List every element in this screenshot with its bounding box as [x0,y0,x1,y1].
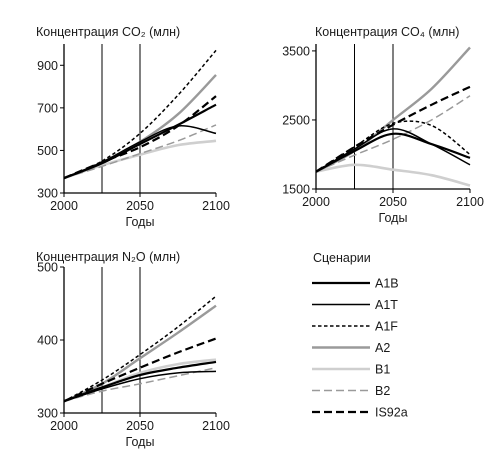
n2o-x-axis-label: Годы [126,435,155,449]
n2o-ytick-label: 300 [37,407,58,421]
ch4-panel: 1500 2500 3500 2000 2050 2100 Годы [282,44,484,225]
legend-label-a1t: A1T [375,298,398,312]
co2-panel: 300 500 700 900 2000 2050 2100 Годы [37,44,230,229]
n2o-series-a1b [63,360,217,403]
legend-label-a1b: A1B [375,277,399,291]
ch4-ytick-label: 3500 [282,44,310,58]
co2-ytick-label: 900 [37,59,58,73]
co2-xtick-label: 2000 [50,199,78,213]
ch4-ytick-label: 1500 [282,183,310,197]
ch4-series-a1t [315,128,471,173]
n2o-series-b2 [63,366,217,403]
legend-label-a2: A2 [375,341,390,355]
n2o-series-is92a [63,337,217,403]
ch4-series-a1f [315,120,471,173]
chart-panels: 300 500 700 900 2000 2050 2100 Годы 1500 2500 3500… [37,44,484,449]
ch4-series-b2 [315,95,471,173]
co2-xtick-label: 2050 [126,199,154,213]
n2o-ytick-label: 500 [37,261,58,275]
legend-label-b2: B2 [375,384,390,398]
n2o-xtick-label: 2100 [202,419,230,433]
co2-ytick-label: 500 [37,144,58,158]
n2o-xtick-label: 2000 [50,419,78,433]
ch4-ytick-label: 2500 [282,113,310,127]
ch4-xtick-label: 2050 [379,195,407,209]
n2o-panel: 300 400 500 2000 2050 2100 Годы [37,261,230,450]
ch4-series-a1b [315,132,471,173]
legend-label-a1f: A1F [375,320,398,334]
legend-label-is92a: IS92a [375,406,408,420]
ch4-series-b1 [315,163,471,187]
ch4-xtick-label: 2100 [456,195,484,209]
ch4-chart-title: Концентрация CO₄ (млн) [315,25,459,39]
co2-x-axis-label: Годы [126,215,155,229]
co2-ytick-label: 300 [37,187,58,201]
ch4-x-axis-label: Годы [379,211,408,225]
co2-chart-title: Концентрация CO₂ (млн) [36,25,180,39]
co2-ytick-label: 700 [37,101,58,115]
n2o-chart-title: Концентрация N₂O (млн) [36,250,180,264]
legend: A1B A1T A1F A2 B1 B2 IS92a [312,277,408,420]
n2o-ytick-label: 400 [37,334,58,348]
legend-label-b1: B1 [375,363,390,377]
co2-series-is92a [63,95,217,180]
n2o-xtick-label: 2050 [126,419,154,433]
co2-xtick-label: 2100 [202,199,230,213]
legend-title: Сценарии [313,251,371,265]
co2-series-b2 [63,124,217,179]
ch4-xtick-label: 2000 [302,195,330,209]
n2o-series-a1f [63,295,217,402]
